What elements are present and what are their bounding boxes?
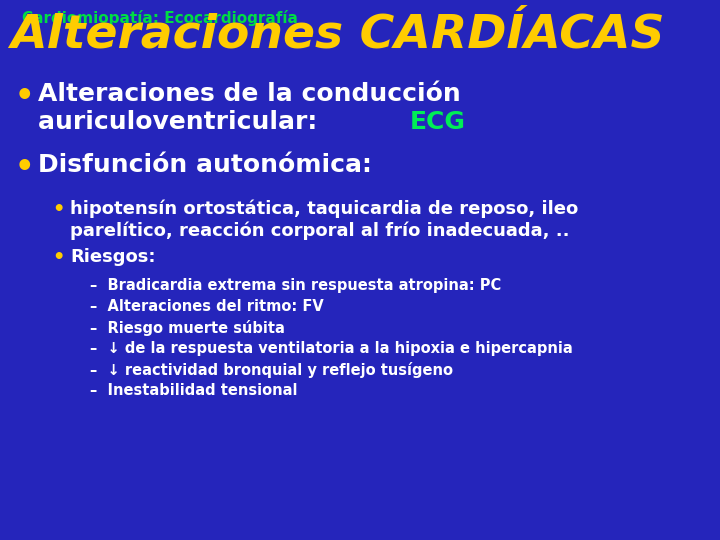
Text: –  ↓ reactividad bronquial y reflejo tusígeno: – ↓ reactividad bronquial y reflejo tusí… (90, 362, 453, 378)
Text: –  Inestabilidad tensional: – Inestabilidad tensional (90, 383, 297, 398)
Text: –  Riesgo muerte súbita: – Riesgo muerte súbita (90, 320, 285, 336)
Text: •: • (52, 200, 64, 219)
Text: hipotensín ortostática, taquicardia de reposo, ileo: hipotensín ortostática, taquicardia de r… (70, 200, 578, 219)
Text: •: • (15, 153, 35, 182)
Text: •: • (52, 248, 64, 267)
Text: •: • (15, 82, 35, 111)
Text: Riesgos:: Riesgos: (70, 248, 156, 266)
Text: –  ↓ de la respuesta ventilatoria a la hipoxia e hipercapnia: – ↓ de la respuesta ventilatoria a la hi… (90, 341, 572, 356)
Text: –  Bradicardia extrema sin respuesta atropina: PC: – Bradicardia extrema sin respuesta atro… (90, 278, 501, 293)
Text: auriculoventricular:: auriculoventricular: (38, 110, 326, 134)
Text: Disfunción autonómica:: Disfunción autonómica: (38, 153, 372, 177)
Text: ECG: ECG (410, 110, 466, 134)
Text: –  Alteraciones del ritmo: FV: – Alteraciones del ritmo: FV (90, 299, 324, 314)
Text: Cardiomiopatía: Ecocardiografía: Cardiomiopatía: Ecocardiografía (22, 10, 298, 26)
Text: Alteraciones de la conducción: Alteraciones de la conducción (38, 82, 461, 106)
Text: parelítico, reacción corporal al frío inadecuada, ..: parelítico, reacción corporal al frío in… (70, 221, 570, 240)
Text: Alteraciones CARDÍACAS: Alteraciones CARDÍACAS (10, 12, 665, 57)
